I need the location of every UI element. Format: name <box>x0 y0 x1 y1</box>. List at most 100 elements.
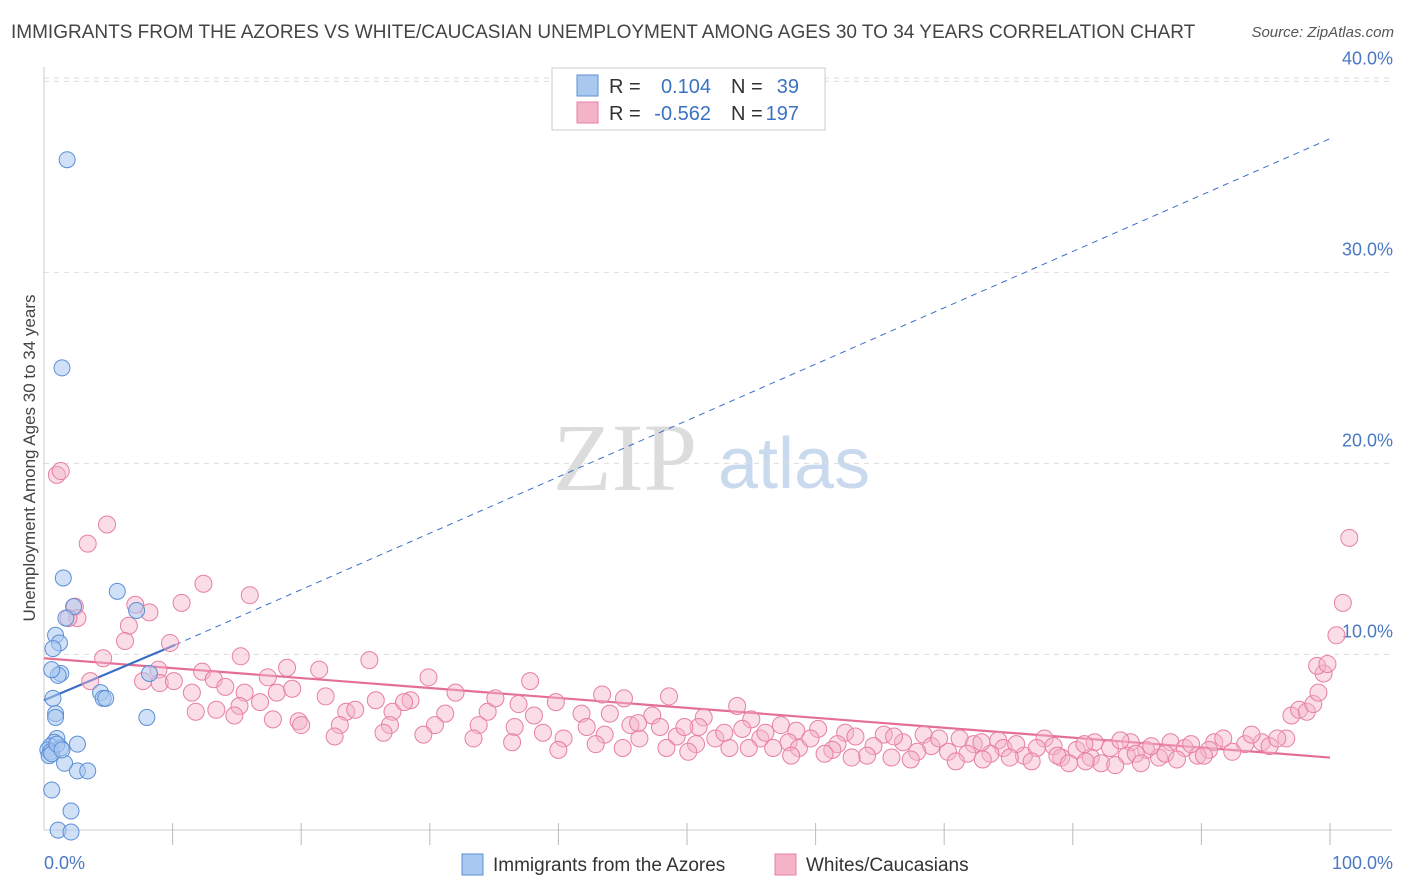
whites-point <box>847 728 864 745</box>
whites-point <box>534 724 551 741</box>
azores-point <box>45 641 61 657</box>
legend-n-label-azores: N = <box>731 76 763 98</box>
legend-r-value-whites: -0.562 <box>654 103 711 125</box>
whites-point <box>183 684 200 701</box>
whites-point <box>1076 736 1093 753</box>
whites-point <box>506 718 523 735</box>
whites-point <box>651 718 668 735</box>
whites-point <box>772 717 789 734</box>
whites-point <box>375 724 392 741</box>
whites-point <box>734 720 751 737</box>
whites-point <box>1215 730 1232 747</box>
whites-point <box>550 741 567 758</box>
whites-point <box>931 730 948 747</box>
azores-point <box>59 152 75 168</box>
whites-points <box>48 463 1357 774</box>
whites-point <box>241 587 258 604</box>
legend-swatch-whites <box>577 102 598 123</box>
whites-point <box>729 697 746 714</box>
whites-point <box>783 747 800 764</box>
whites-point <box>1112 732 1129 749</box>
whites-point <box>99 516 116 533</box>
gridlines <box>44 78 1392 654</box>
whites-point <box>631 730 648 747</box>
whites-point <box>1168 751 1185 768</box>
y-tick-label: 40.0% <box>1342 48 1393 68</box>
y-tick-label: 20.0% <box>1342 430 1393 450</box>
azores-point <box>45 690 61 706</box>
whites-point <box>843 749 860 766</box>
whites-point <box>883 749 900 766</box>
whites-point <box>721 739 738 756</box>
whites-point <box>117 633 134 650</box>
whites-point <box>326 728 343 745</box>
azores-point <box>98 690 114 706</box>
azores-point <box>44 782 60 798</box>
whites-point <box>504 734 521 751</box>
y-tick-labels: 10.0% 20.0% 30.0% 40.0% <box>1342 48 1393 641</box>
whites-point <box>317 688 334 705</box>
whites-point <box>757 724 774 741</box>
whites-point <box>208 701 225 718</box>
whites-point <box>1243 726 1260 743</box>
whites-point <box>859 747 876 764</box>
whites-point <box>120 617 137 634</box>
whites-point <box>259 669 276 686</box>
whites-point <box>1269 730 1286 747</box>
azores-points <box>40 152 158 840</box>
azores-point <box>63 824 79 840</box>
azores-point <box>44 662 60 678</box>
series-legend-label-whites: Whites/Caucasians <box>806 855 969 876</box>
whites-point <box>615 690 632 707</box>
whites-point <box>1132 755 1149 772</box>
whites-point <box>973 734 990 751</box>
whites-point <box>1060 755 1077 772</box>
whites-point <box>311 661 328 678</box>
x-tick-label-max: 100.0% <box>1332 853 1393 873</box>
azores-trend-line-extension <box>175 139 1330 645</box>
azores-point <box>55 570 71 586</box>
whites-point <box>1195 747 1212 764</box>
whites-point <box>525 707 542 724</box>
legend-n-value-whites: 197 <box>766 103 799 125</box>
whites-point <box>680 743 697 760</box>
whites-point <box>465 730 482 747</box>
azores-point <box>109 583 125 599</box>
whites-point <box>252 694 269 711</box>
whites-point <box>886 728 903 745</box>
legend-swatch-azores <box>577 75 598 96</box>
whites-point <box>716 724 733 741</box>
whites-point <box>284 680 301 697</box>
azores-point <box>48 709 64 725</box>
correlation-legend: R = 0.104 N = 39 R = -0.562 N = 197 <box>552 68 825 130</box>
whites-point <box>974 751 991 768</box>
whites-point <box>264 711 281 728</box>
azores-point <box>54 360 70 376</box>
whites-point <box>165 673 182 690</box>
whites-point <box>361 652 378 669</box>
whites-point <box>347 701 364 718</box>
whites-point <box>587 736 604 753</box>
azores-point <box>63 803 79 819</box>
series-legend: Immigrants from the Azores Whites/Caucas… <box>462 854 969 876</box>
y-axis-label: Unemployment Among Ages 30 to 34 years <box>20 295 39 622</box>
whites-point <box>547 694 564 711</box>
whites-point <box>1023 753 1040 770</box>
azores-point <box>129 602 145 618</box>
azores-point <box>54 742 70 758</box>
whites-point <box>1107 757 1124 774</box>
scatter-chart: ZIP atlas 10.0%20.0%30.0%40.0% 0.0% 100.… <box>0 0 1406 892</box>
whites-point <box>947 753 964 770</box>
x-tick-marks <box>173 823 1330 845</box>
y-tick-label: 30.0% <box>1342 239 1393 259</box>
whites-point <box>1319 655 1336 672</box>
azores-point <box>69 736 85 752</box>
whites-point <box>396 694 413 711</box>
whites-point <box>740 739 757 756</box>
azores-point <box>58 610 74 626</box>
legend-r-label-azores: R = <box>609 76 641 98</box>
azores-point <box>80 763 96 779</box>
whites-point <box>293 717 310 734</box>
watermark-atlas: atlas <box>718 424 870 504</box>
azores-point <box>141 666 157 682</box>
